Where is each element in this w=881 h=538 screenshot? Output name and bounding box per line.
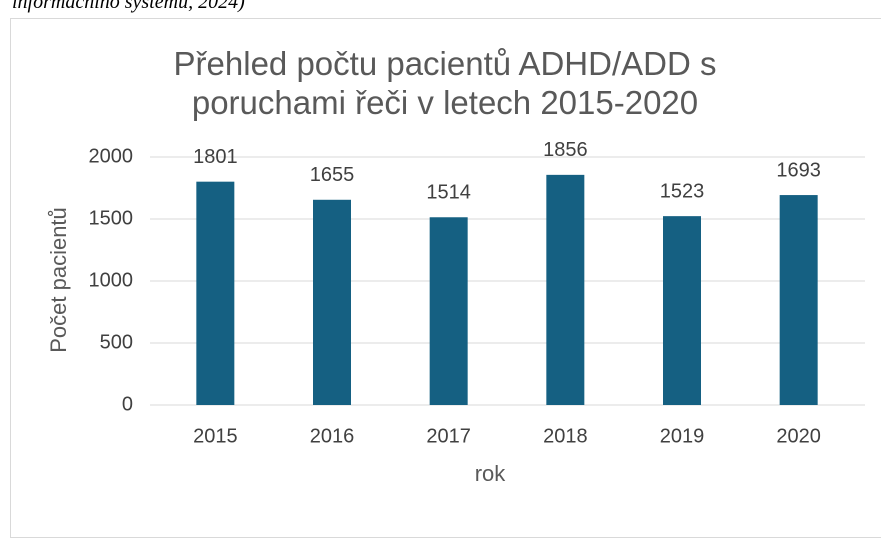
bar — [429, 217, 468, 405]
x-tick-label: 2018 — [543, 425, 588, 447]
value-label: 1655 — [310, 164, 355, 186]
page: informačního systému, 2024) rok Počet pa… — [10, 0, 881, 538]
bar — [779, 195, 818, 405]
bar — [196, 181, 235, 405]
x-axis-title: rok — [475, 461, 507, 486]
bar — [663, 216, 701, 405]
chart: rok Počet pacientů 0 500 1000 1500 2000 2015 1… — [46, 139, 865, 486]
y-axis-title: Počet pacientů — [46, 207, 71, 353]
value-label: 1856 — [543, 139, 588, 161]
y-tick-label: 1500 — [89, 207, 134, 229]
x-tick-label: 2019 — [660, 425, 705, 447]
caption: informačního systému, 2024) — [12, 0, 245, 13]
x-tick-label: 2016 — [310, 425, 355, 447]
value-label: 1693 — [776, 159, 821, 181]
x-tick-label: 2017 — [426, 425, 471, 447]
y-tick-label: 1000 — [89, 269, 134, 291]
x-tick-label: 2015 — [193, 425, 238, 447]
y-tick-label: 0 — [122, 393, 133, 415]
bar — [313, 199, 351, 405]
y-tick-label: 500 — [100, 331, 133, 353]
value-label: 1514 — [426, 182, 471, 204]
chart-title: Přehled počtu pacientů ADHD/ADD s poruch… — [173, 45, 717, 121]
value-label: 1801 — [193, 146, 238, 168]
value-label: 1523 — [660, 180, 705, 202]
y-tick-label: 2000 — [89, 145, 134, 167]
bar — [546, 174, 585, 405]
x-tick-label: 2020 — [776, 425, 821, 447]
